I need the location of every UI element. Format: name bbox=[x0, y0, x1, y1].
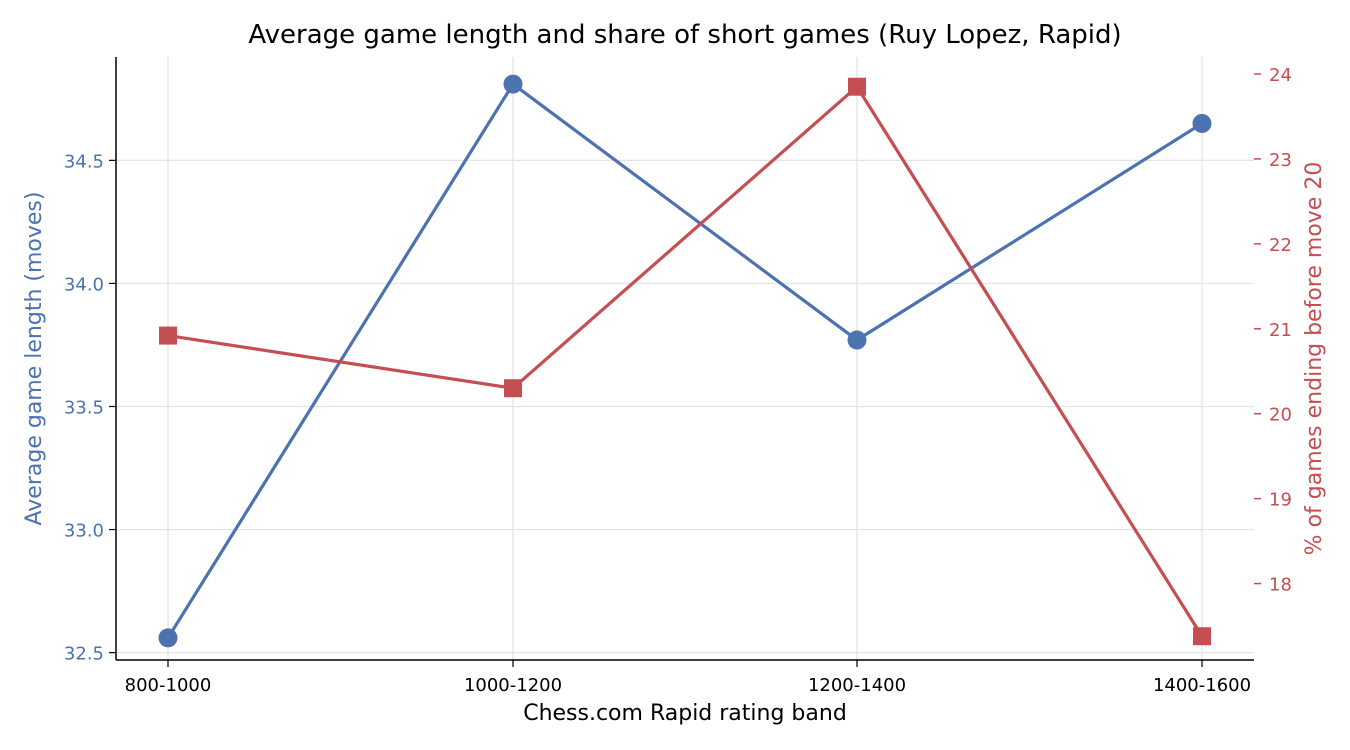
ticks: 800-1000 1000-1200 1200-1400 1400-1600 32.5 3… bbox=[64, 65, 1292, 696]
right-tick-label: 19 bbox=[1269, 490, 1292, 511]
x-tick-label: 800-1000 bbox=[125, 675, 212, 696]
left-tick-label: 33.5 bbox=[64, 397, 104, 418]
x-tick-label: 1400-1600 bbox=[1153, 675, 1251, 696]
grid bbox=[116, 57, 1254, 660]
series-point-left bbox=[503, 74, 523, 94]
x-tick-label: 1000-1200 bbox=[464, 675, 562, 696]
right-tick-label: 20 bbox=[1269, 405, 1292, 426]
chart-title: Average game length and share of short g… bbox=[248, 20, 1121, 50]
series bbox=[158, 74, 1212, 648]
series-point-right bbox=[504, 379, 522, 398]
series-point-right bbox=[848, 77, 866, 96]
axes bbox=[115, 57, 1254, 661]
x-tick-label: 1200-1400 bbox=[808, 675, 906, 696]
right-axis-label: % of games ending before move 20 bbox=[1302, 162, 1327, 556]
right-tick-label: 24 bbox=[1269, 65, 1292, 86]
x-axis-label: Chess.com Rapid rating band bbox=[523, 701, 847, 726]
left-tick-label: 34.5 bbox=[64, 151, 104, 172]
left-axis-label: Average game length (moves) bbox=[22, 192, 47, 526]
right-tick-label: 23 bbox=[1269, 150, 1292, 171]
series-point-right bbox=[1193, 627, 1211, 646]
series-point-left bbox=[847, 330, 867, 350]
series-point-left bbox=[1192, 113, 1212, 133]
series-point-left bbox=[158, 628, 178, 648]
right-tick-label: 18 bbox=[1269, 575, 1292, 596]
left-tick-label: 32.5 bbox=[64, 644, 104, 665]
right-tick-label: 21 bbox=[1269, 320, 1292, 341]
left-tick-label: 34.0 bbox=[64, 274, 104, 295]
right-tick-label: 22 bbox=[1269, 235, 1292, 256]
series-point-right bbox=[159, 326, 177, 345]
series-line-right bbox=[167, 85, 1204, 638]
series-line-left bbox=[166, 82, 1203, 639]
left-tick-label: 33.0 bbox=[64, 521, 104, 542]
